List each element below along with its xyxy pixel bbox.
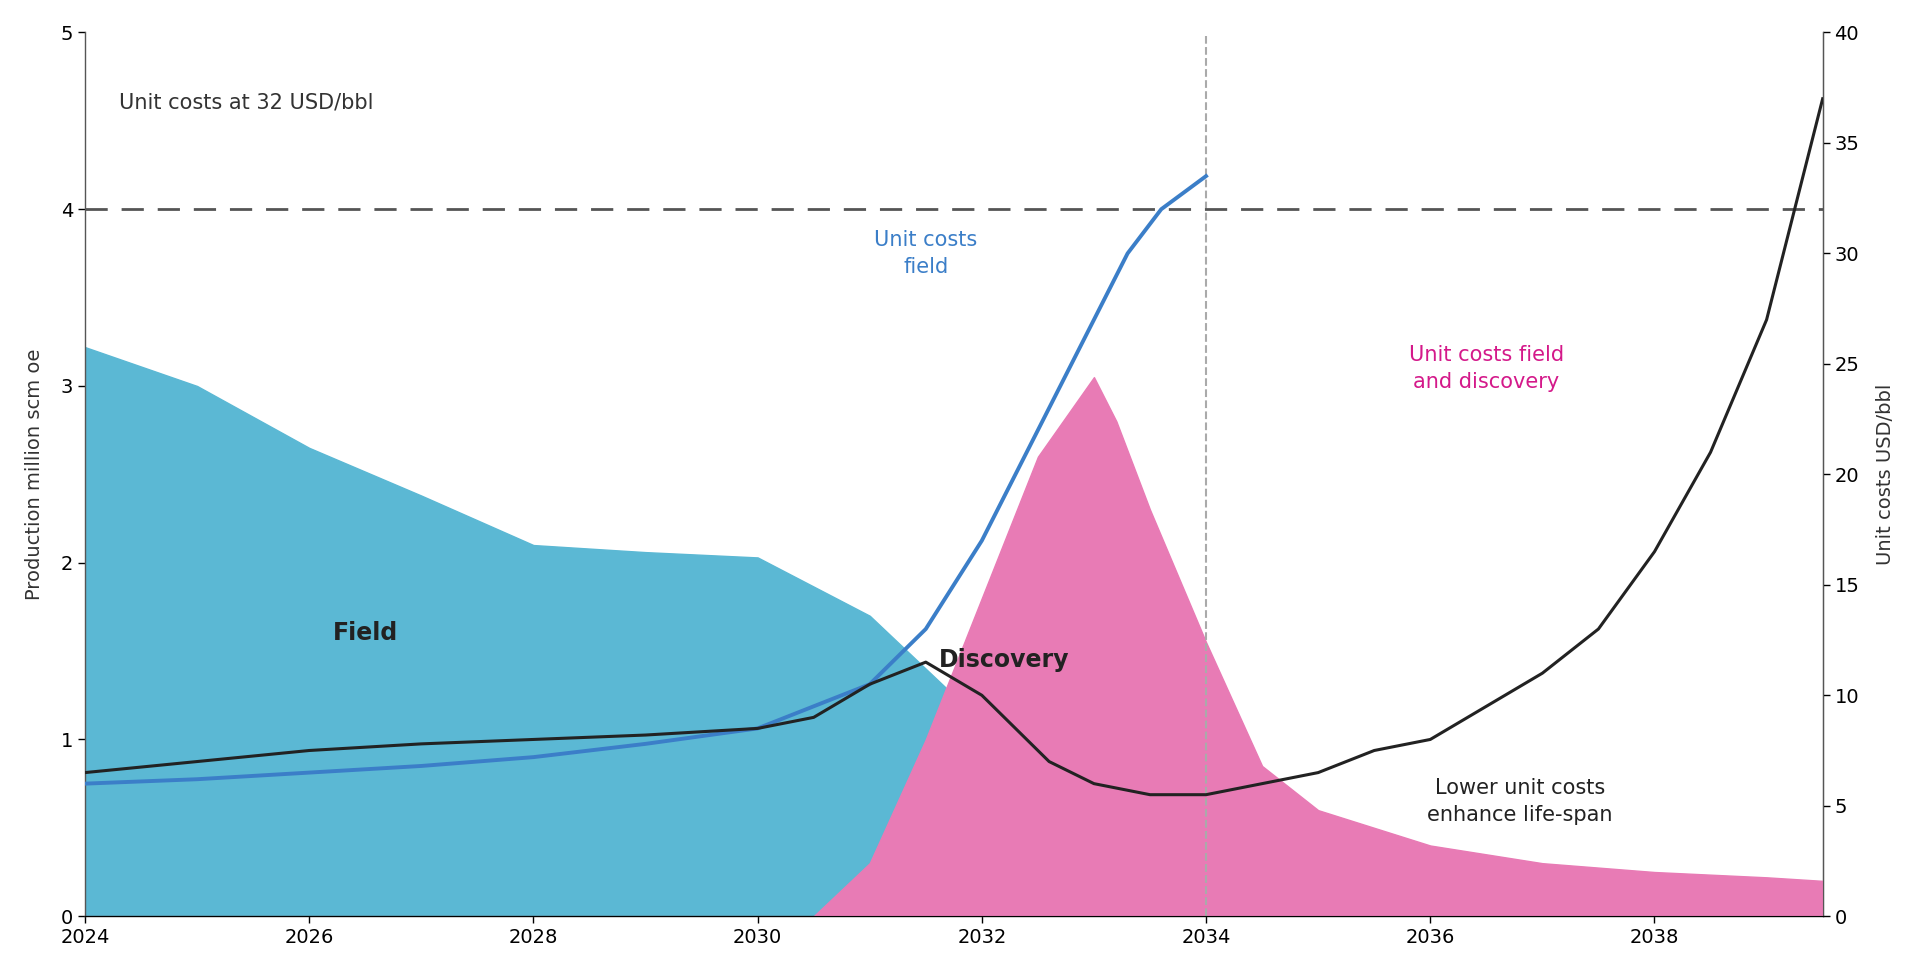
Text: Lower unit costs
enhance life-span: Lower unit costs enhance life-span — [1427, 779, 1613, 824]
Text: Unit costs field
and discovery: Unit costs field and discovery — [1409, 345, 1565, 392]
Y-axis label: Production million scm oe: Production million scm oe — [25, 349, 44, 600]
Text: Unit costs at 32 USD/bbl: Unit costs at 32 USD/bbl — [119, 92, 372, 112]
Y-axis label: Unit costs USD/bbl: Unit costs USD/bbl — [1876, 384, 1895, 565]
Text: Discovery: Discovery — [939, 648, 1069, 672]
Text: Unit costs
field: Unit costs field — [874, 230, 977, 277]
Text: Field: Field — [332, 621, 397, 645]
